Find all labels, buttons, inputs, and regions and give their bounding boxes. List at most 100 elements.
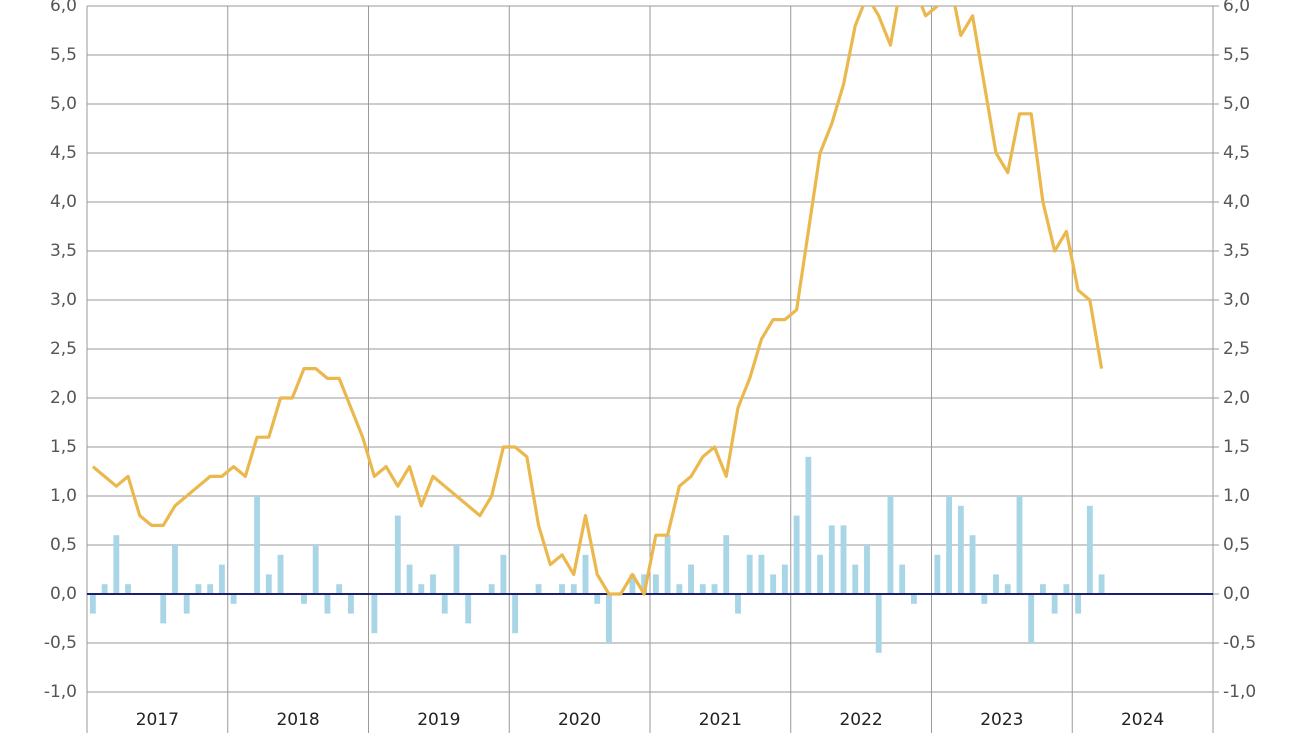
bar — [465, 594, 472, 624]
bar — [1028, 594, 1035, 643]
y-tick-label: 1,0 — [50, 486, 77, 506]
y2-tick-label: -1,0 — [1223, 682, 1256, 702]
bar — [910, 594, 917, 604]
x-tick-label: 2020 — [558, 710, 601, 730]
y2-tick-label: 4,5 — [1223, 143, 1250, 163]
bar — [1098, 574, 1105, 594]
bar — [570, 584, 577, 594]
bar — [512, 594, 519, 634]
x-tick-label: 2018 — [276, 710, 319, 730]
bar — [582, 554, 589, 594]
bar — [793, 515, 800, 594]
bar — [1039, 584, 1046, 594]
y-tick-label: 2,0 — [50, 388, 77, 408]
y2-tick-label: 5,5 — [1223, 45, 1250, 65]
bar — [113, 535, 120, 594]
bar — [559, 584, 565, 594]
bar — [957, 505, 964, 594]
bar — [946, 496, 953, 594]
x-tick-label: 2017 — [136, 710, 179, 730]
plot — [87, 6, 1213, 653]
bar — [840, 525, 847, 594]
bar — [817, 554, 824, 594]
bar — [195, 584, 202, 594]
y2-tick-label: 2,0 — [1223, 388, 1250, 408]
bar — [864, 545, 870, 594]
bar — [805, 456, 812, 594]
bar — [758, 554, 765, 594]
bar — [218, 564, 225, 594]
bar — [993, 574, 999, 594]
y2-tick-label: 2,5 — [1223, 339, 1250, 359]
y-tick-label: -0,5 — [44, 633, 77, 653]
bar — [418, 584, 425, 594]
bar — [277, 554, 284, 594]
y-tick-label: -1,0 — [44, 682, 77, 702]
y-tick-label: 0,5 — [50, 535, 77, 555]
bar — [699, 584, 706, 594]
bar — [1075, 594, 1082, 614]
y-tick-label: 3,0 — [50, 290, 77, 310]
bar — [441, 594, 448, 614]
bar — [254, 496, 261, 594]
bar — [711, 584, 718, 594]
y2-tick-label: 0,0 — [1223, 584, 1250, 604]
y-tick-label: 6,0 — [50, 0, 77, 16]
line — [91, 6, 1104, 596]
bar — [183, 594, 190, 614]
y-tick-label: 4,0 — [50, 192, 77, 212]
bar — [347, 594, 354, 614]
x-tick-label: 2023 — [980, 710, 1023, 730]
bar — [172, 545, 178, 594]
y-tick-label: 0,0 — [50, 584, 77, 604]
y2-tick-label: 1,5 — [1223, 437, 1250, 457]
bar — [641, 574, 648, 594]
bar — [746, 554, 753, 594]
bar — [301, 594, 307, 604]
bar — [934, 554, 941, 594]
bar — [488, 584, 495, 594]
y2-tick-label: 1,0 — [1223, 486, 1250, 506]
x-tick-label: 2019 — [417, 710, 460, 730]
y2-tick-label: 3,0 — [1223, 290, 1250, 310]
y-tick-label: 1,5 — [50, 437, 77, 457]
bar — [430, 574, 436, 594]
bar — [125, 584, 131, 594]
bar — [606, 594, 612, 643]
y2-tick-label: -0,5 — [1223, 633, 1256, 653]
bar — [875, 594, 882, 653]
bar — [406, 564, 413, 594]
y-tick-label: 5,5 — [50, 45, 77, 65]
bar — [969, 535, 976, 594]
bar — [629, 574, 636, 594]
bar — [101, 584, 108, 594]
y-tick-label: 3,5 — [50, 241, 77, 261]
bar — [688, 564, 694, 594]
y2-tick-label: 6,0 — [1223, 0, 1250, 16]
bar — [336, 584, 343, 594]
bar — [1016, 496, 1023, 594]
x-tick-label: 2022 — [839, 710, 882, 730]
bar — [207, 584, 214, 594]
bar — [89, 594, 96, 614]
y-tick-label: 4,5 — [50, 143, 77, 163]
bar — [899, 564, 906, 594]
y2-tick-label: 4,0 — [1223, 192, 1250, 212]
y-tick-label: 2,5 — [50, 339, 77, 359]
bar — [371, 594, 378, 634]
bar — [828, 525, 835, 594]
bar — [1051, 594, 1058, 614]
bar — [324, 594, 331, 614]
bar — [160, 594, 167, 624]
bar — [453, 545, 460, 594]
bar — [312, 545, 319, 594]
y2-tick-label: 3,5 — [1223, 241, 1250, 261]
y2-tick-label: 0,5 — [1223, 535, 1250, 555]
bar — [664, 535, 671, 594]
bar — [852, 564, 859, 594]
bar — [981, 594, 988, 604]
bar — [652, 574, 659, 594]
bar — [1063, 584, 1070, 594]
bar — [230, 594, 237, 604]
